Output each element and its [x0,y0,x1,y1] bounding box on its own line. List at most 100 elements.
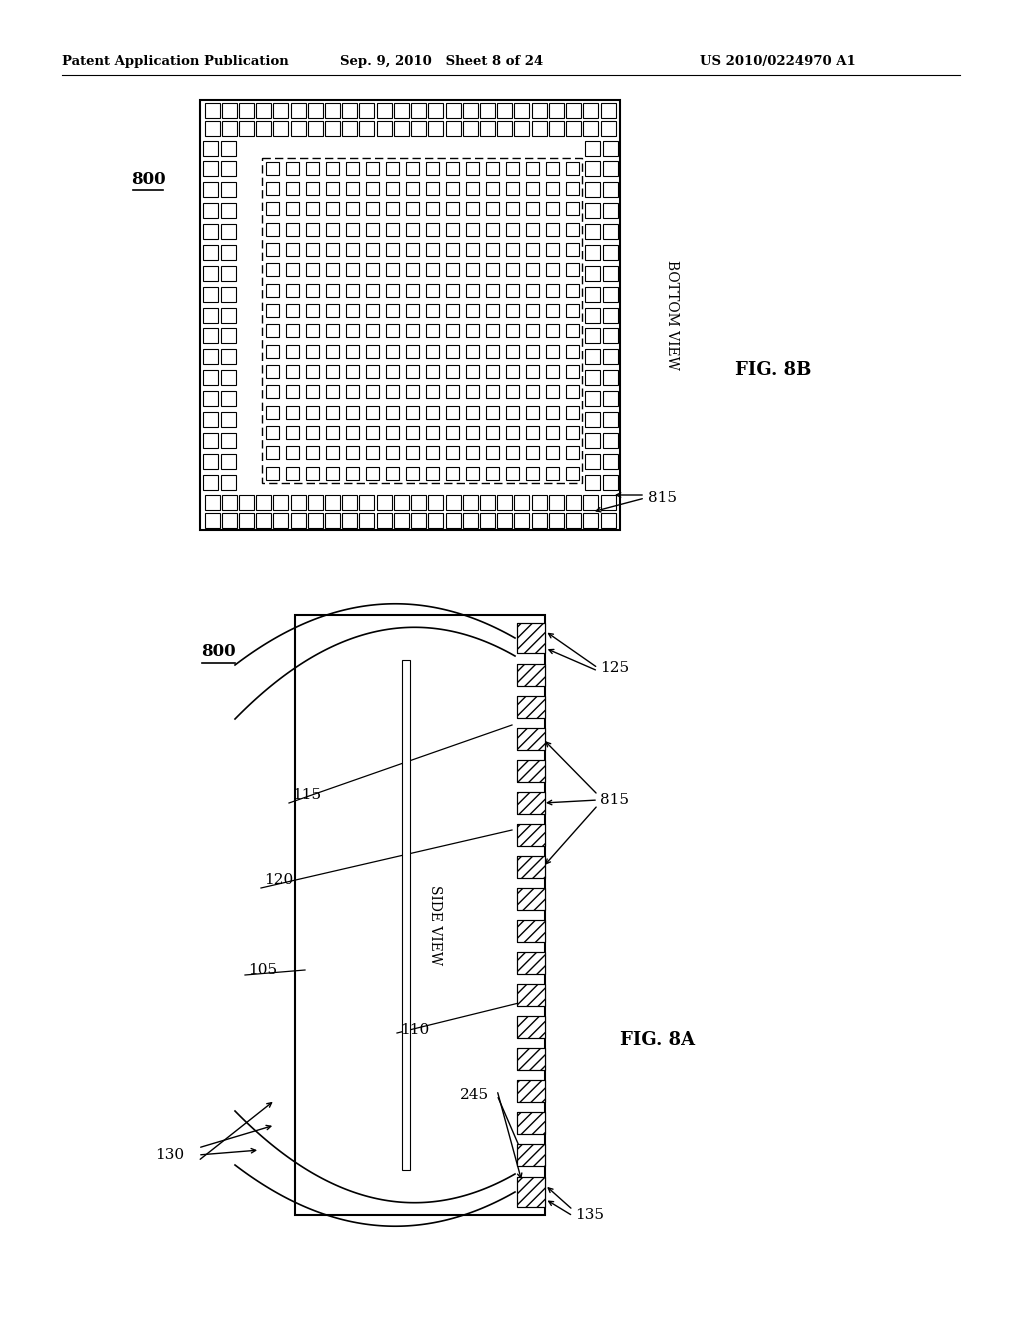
Bar [585,182,599,197]
Bar [406,325,419,337]
Bar [426,202,438,215]
Bar [239,512,254,528]
Bar [445,325,459,337]
Bar [602,286,617,302]
Bar [366,202,379,215]
Bar [265,466,279,479]
Bar [517,696,545,718]
Bar [525,182,539,195]
Bar [584,512,598,528]
Bar [517,760,545,781]
Bar [485,161,499,174]
Bar [506,182,518,195]
Bar [602,329,617,343]
Bar [305,364,318,378]
Bar [256,120,271,136]
Bar [411,120,426,136]
Bar [256,512,271,528]
Bar [394,103,409,117]
Text: 815: 815 [648,491,677,506]
Bar [305,182,318,195]
Bar [377,103,391,117]
Bar [406,426,419,438]
Bar [385,405,398,418]
Bar [506,466,518,479]
Bar [602,412,617,426]
Bar [485,446,499,459]
Bar [445,364,459,378]
Bar [342,120,357,136]
Bar [445,345,459,358]
Bar [445,405,459,418]
Bar [286,325,299,337]
Bar [463,120,478,136]
Bar [602,203,617,218]
Bar [385,182,398,195]
Bar [445,161,459,174]
Text: SIDE VIEW: SIDE VIEW [428,884,442,965]
Bar [291,120,305,136]
Bar [600,120,615,136]
Bar [466,304,478,317]
Bar [366,345,379,358]
Bar [445,385,459,399]
Bar [326,364,339,378]
Bar [345,364,358,378]
Bar [585,286,599,302]
Bar [485,405,499,418]
Text: 120: 120 [264,873,293,887]
Bar [326,385,339,399]
Bar [305,161,318,174]
Bar [205,495,219,510]
Bar [525,202,539,215]
Bar [506,405,518,418]
Bar [525,364,539,378]
Bar [305,426,318,438]
Bar [466,345,478,358]
Bar [305,325,318,337]
Bar [345,263,358,276]
Bar [517,729,545,750]
Bar [385,284,398,297]
Bar [203,140,217,156]
Bar [220,329,236,343]
Text: 800: 800 [201,643,236,660]
Bar [585,265,599,281]
Bar [485,325,499,337]
Bar [256,103,271,117]
Bar [585,391,599,407]
Bar [566,103,581,117]
Bar [525,385,539,399]
Bar [286,364,299,378]
Bar [203,246,217,260]
Bar [585,433,599,447]
Bar [426,263,438,276]
Bar [402,660,410,1170]
Text: FIG. 8B: FIG. 8B [735,360,811,379]
Bar [485,243,499,256]
Bar [517,855,545,878]
Bar [265,364,279,378]
Bar [366,263,379,276]
Bar [517,664,545,686]
Bar [394,120,409,136]
Bar [485,385,499,399]
Bar [203,454,217,469]
Bar [517,824,545,846]
Bar [485,304,499,317]
Bar [466,161,478,174]
Bar [517,1144,545,1166]
Bar [286,243,299,256]
Bar [220,454,236,469]
Bar [406,243,419,256]
Bar [426,405,438,418]
Bar [366,243,379,256]
Bar [517,1048,545,1071]
Bar [203,391,217,407]
Bar [445,426,459,438]
Bar [531,512,547,528]
Bar [498,495,512,510]
Bar [485,345,499,358]
Bar [203,329,217,343]
Bar [394,495,409,510]
